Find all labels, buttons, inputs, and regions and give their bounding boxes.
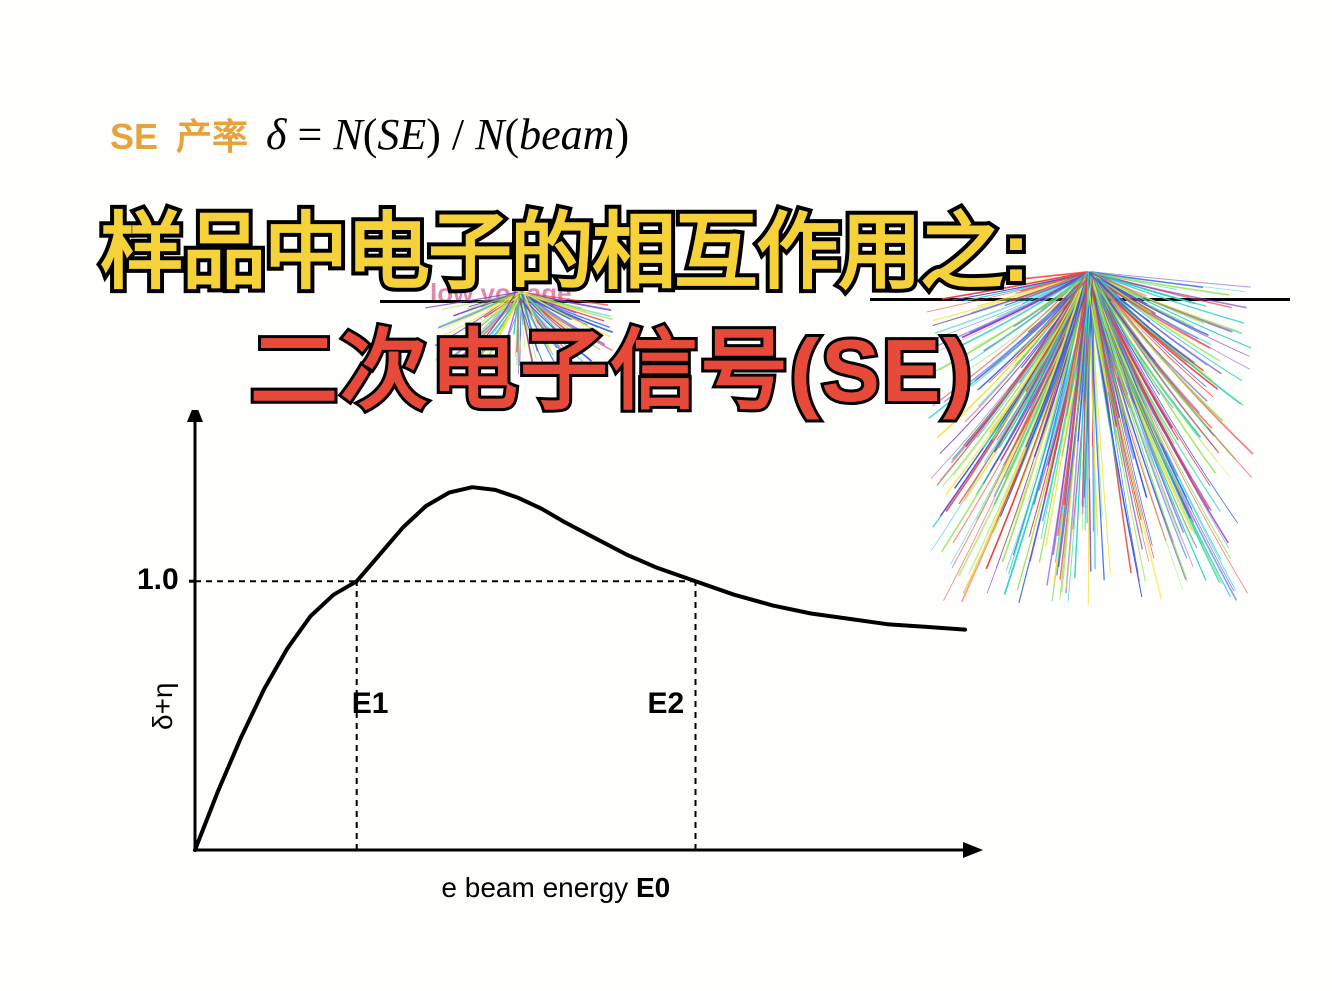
eq-lp1: (	[363, 110, 378, 159]
equation: δ = N(SE) / N(beam)	[266, 109, 629, 160]
chart-svg	[105, 410, 985, 910]
eq-beam: beam	[519, 110, 614, 159]
xlabel-prefix: e beam energy	[441, 872, 636, 903]
title-line-1: 样品中电子的相互作用之:	[100, 185, 1028, 306]
eq-SE: SE	[377, 110, 426, 159]
equation-row: SE 产率 δ = N(SE) / N(beam)	[110, 108, 629, 160]
se-label: SE	[110, 116, 158, 158]
eq-eq: =	[287, 110, 334, 159]
x-axis-label: e beam energy E0	[441, 872, 670, 904]
title-line-2: 二次电子信号(SE)	[250, 300, 974, 427]
eq-div: /	[441, 110, 475, 159]
eq-rp2: )	[614, 110, 629, 159]
yield-label: 产率	[176, 108, 248, 160]
page-root: SE 产率 δ = N(SE) / N(beam) low voltage 样品…	[0, 0, 1332, 991]
marker-E2-label: E2	[648, 687, 685, 721]
xlabel-E0: E0	[636, 872, 670, 903]
eq-N1: N	[333, 110, 362, 159]
marker-E1-label: E1	[352, 687, 389, 721]
ytick-1.0-label: 1.0	[137, 563, 179, 597]
eq-rp1: )	[426, 110, 441, 159]
eq-delta: δ	[266, 110, 286, 159]
chart-container: 1.0 δ+η e beam energy E0 E1 E2	[105, 410, 985, 910]
eq-lp2: (	[504, 110, 519, 159]
eq-N2: N	[475, 110, 504, 159]
y-axis-label: δ+η	[147, 682, 179, 730]
